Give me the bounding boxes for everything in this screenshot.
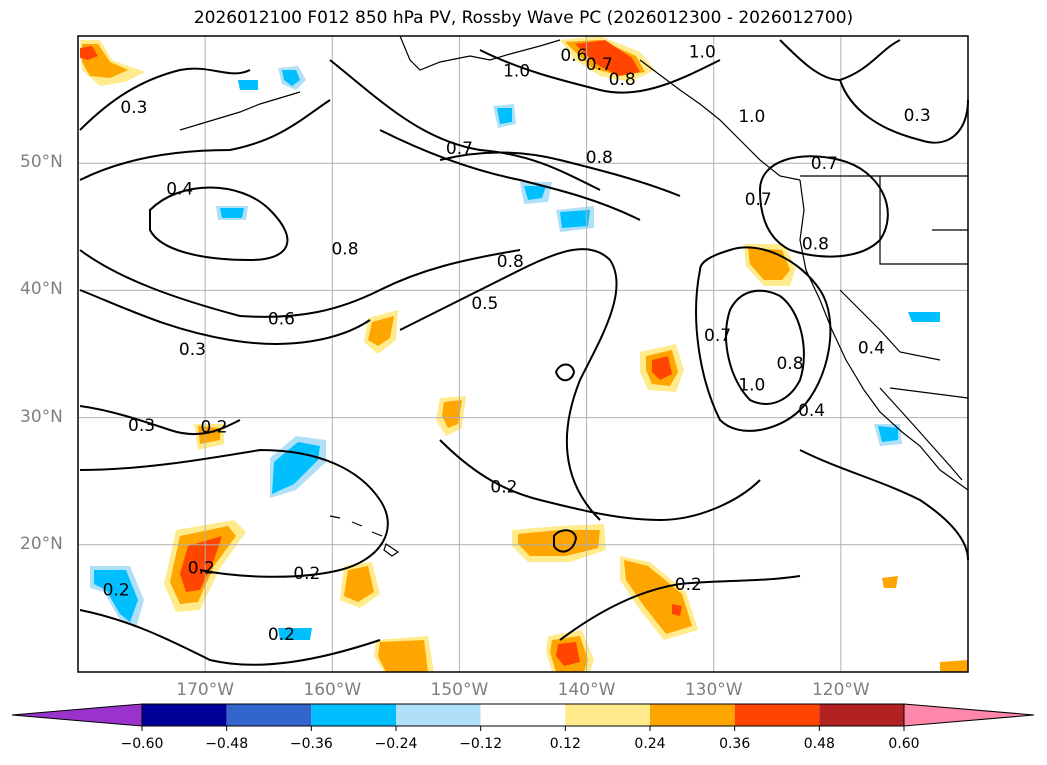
contour-0.3-mid [80, 290, 370, 344]
contour-0.6 [80, 250, 520, 317]
lat-tick-label: 50°N [20, 152, 63, 172]
colorbar-segment [565, 704, 650, 726]
coast-alaska-panhandle [640, 60, 800, 180]
contour-central-2 [380, 130, 640, 220]
colorbar-tick-label: −0.12 [459, 736, 502, 752]
contour-label: 0.4 [166, 180, 193, 200]
colorbar-segment [650, 704, 735, 726]
contour-label: 0.3 [179, 340, 206, 360]
contour-label: 0.8 [609, 70, 636, 90]
contour-label: 0.8 [776, 354, 803, 374]
contour-label: 1.0 [503, 61, 530, 81]
shade-blue-e-core [560, 210, 590, 228]
contour-0.2-south [80, 450, 388, 577]
border-state-3 [840, 290, 940, 360]
shade-orange-x [882, 576, 898, 588]
colorbar-segment [227, 704, 312, 726]
contour-label: 0.7 [745, 190, 772, 210]
colorbar-segment [819, 704, 904, 726]
contour-label: 0.3 [120, 98, 147, 118]
contour-label: 0.4 [798, 401, 825, 421]
contour-label: 0.8 [497, 252, 524, 272]
colorbar-tick-label: 0.36 [719, 736, 750, 752]
colorbar-tick-label: −0.24 [375, 736, 418, 752]
contour-label: 0.6 [560, 46, 587, 66]
colorbar-tick-label: −0.60 [121, 736, 164, 752]
pv-map: 0.3 0.4 0.8 0.6 0.3 0.3 0.2 0.2 0.2 0.2 0.2 0.2 0.5 0… [0, 0, 1047, 765]
coast-alaska [400, 36, 560, 70]
border-mexico [890, 388, 968, 398]
colorbar-tick-label: 0.48 [804, 736, 835, 752]
colorbar-tick-label: −0.48 [205, 736, 248, 752]
contour-label: 0.3 [904, 106, 931, 126]
contour-label: 0.2 [188, 559, 215, 579]
contour-label: 0.2 [675, 575, 702, 595]
lat-tick-label: 30°N [20, 407, 63, 427]
lon-tick-label: 120°W [812, 680, 870, 700]
lon-tick-label: 130°W [685, 680, 743, 700]
contour-label: 0.7 [811, 154, 838, 174]
lon-tick-label: 150°W [431, 680, 489, 700]
contour-ring-small [556, 365, 574, 381]
lon-tick-label: 160°W [303, 680, 361, 700]
colorbar-tick-label: 0.60 [888, 736, 919, 752]
colorbar-arrow-right [904, 704, 1034, 726]
contour-label: 1.0 [738, 376, 765, 396]
colorbar-tick-label: 0.24 [634, 736, 665, 752]
colorbar-segment [396, 704, 481, 726]
shade-blue-m [908, 312, 940, 322]
contour-label: 0.2 [293, 564, 320, 584]
contour-label: 0.2 [490, 477, 517, 497]
lon-tick-label: 140°W [558, 680, 616, 700]
contour-label: 0.4 [858, 339, 885, 359]
coast-aleutians [180, 92, 300, 130]
contour-label: 0.7 [446, 139, 473, 159]
contour-label: 0.2 [103, 580, 130, 600]
lat-tick-label: 20°N [20, 534, 63, 554]
shade-blue-f-core [220, 208, 244, 218]
colorbar-segment [481, 704, 566, 726]
contour-label: 0.5 [471, 294, 498, 314]
contour-label: 0.2 [268, 625, 295, 645]
colorbar-arrow-left [12, 704, 142, 726]
contour-label: 0.7 [704, 326, 731, 346]
lat-tick-label: 40°N [20, 279, 63, 299]
colorbar [12, 704, 1034, 731]
contour-0.2-right [800, 450, 968, 560]
lon-tick-label: 170°W [176, 680, 234, 700]
colorbar-segment [142, 704, 227, 726]
contour-label: 0.8 [331, 239, 358, 259]
contour-label: 1.0 [689, 42, 716, 62]
contour-label: 1.0 [738, 107, 765, 127]
contour-label: 0.8 [802, 234, 829, 254]
contour-0.2-mid [440, 440, 760, 520]
colorbar-tick-label: −0.36 [290, 736, 333, 752]
border-state-1 [880, 176, 968, 264]
colorbar-segment [735, 704, 820, 726]
shade-orange-w [940, 660, 968, 672]
shade-blue-b [238, 80, 258, 90]
contour-label: 0.3 [128, 416, 155, 436]
colorbar-tick-label: 0.12 [550, 736, 581, 752]
colorbar-segment [311, 704, 396, 726]
contour-upper-right [780, 40, 900, 80]
shade-orange-u-core [378, 640, 428, 672]
contour-label: 0.2 [201, 418, 228, 438]
contour-label: 0.6 [268, 309, 295, 329]
contour-label: 0.8 [586, 148, 613, 168]
